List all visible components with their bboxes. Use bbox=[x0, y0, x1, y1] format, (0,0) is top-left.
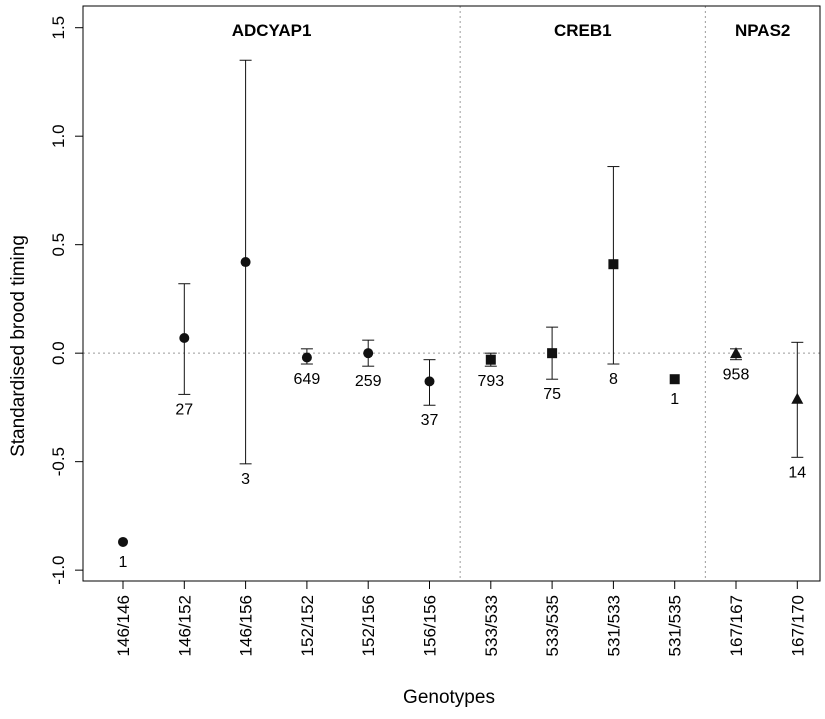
x-axis-tick-label: 156/156 bbox=[421, 595, 440, 656]
y-axis-title: Standardised brood timing bbox=[8, 235, 29, 457]
x-axis-title: Genotypes bbox=[403, 687, 495, 708]
sample-size-label: 793 bbox=[477, 373, 504, 390]
sample-size-label-layer: 1 27 3 649 259 37 793 75 8 1 958 14 bbox=[119, 367, 807, 571]
sample-size-label: 37 bbox=[421, 412, 439, 429]
axes-layer: -1.0 -0.5 0.0 0.5 1.0 1.5 146/146 146/152 146/15… bbox=[49, 5, 821, 656]
sample-size-label: 75 bbox=[543, 386, 561, 403]
error-bar-layer bbox=[178, 59, 804, 465]
point-layer bbox=[118, 257, 804, 547]
data-point-triangle bbox=[730, 347, 742, 359]
sample-size-label: 3 bbox=[241, 471, 250, 488]
sample-size-label: 259 bbox=[355, 373, 382, 390]
group-name-label: NPAS2 bbox=[735, 21, 790, 40]
x-axis-tick-label: 146/152 bbox=[175, 595, 194, 656]
data-point-circle bbox=[118, 536, 128, 547]
y-axis-tick-label: -1.0 bbox=[49, 556, 68, 585]
data-point-circle bbox=[424, 376, 435, 387]
data-point-circle bbox=[301, 352, 312, 363]
group-name-layer: ADCYAP1 CREB1 NPAS2 bbox=[232, 21, 791, 40]
data-point-square bbox=[608, 259, 619, 270]
group-name-label: CREB1 bbox=[554, 21, 612, 40]
y-axis-tick-label: 0.0 bbox=[49, 341, 68, 365]
sample-size-label: 1 bbox=[670, 391, 679, 408]
x-axis-tick-label: 152/156 bbox=[359, 595, 378, 656]
sample-size-label: 958 bbox=[723, 367, 750, 384]
x-axis-tick-label: 533/535 bbox=[543, 595, 562, 656]
x-axis-tick-label: 531/533 bbox=[604, 595, 623, 656]
sample-size-label: 27 bbox=[175, 401, 193, 418]
x-axis-tick-label: 167/170 bbox=[788, 595, 807, 656]
group-separator-layer bbox=[459, 6, 706, 581]
y-axis-tick-label: 0.5 bbox=[49, 233, 68, 257]
sample-size-label: 8 bbox=[609, 371, 618, 388]
data-point-circle bbox=[363, 348, 374, 359]
y-axis-tick-label: 1.0 bbox=[49, 124, 68, 148]
group-name-label: ADCYAP1 bbox=[232, 21, 312, 40]
x-axis-tick-label: 167/167 bbox=[727, 595, 746, 656]
x-axis-tick-label: 146/146 bbox=[114, 595, 133, 656]
y-axis-tick-label: 1.5 bbox=[49, 16, 68, 40]
sample-size-label: 1 bbox=[119, 554, 128, 571]
plot-frame bbox=[82, 5, 821, 582]
x-axis-tick-label: 531/535 bbox=[666, 595, 685, 656]
sample-size-label: 649 bbox=[294, 371, 321, 388]
data-point-circle bbox=[240, 257, 251, 268]
x-axis-tick-label: 533/533 bbox=[482, 595, 501, 656]
x-axis-tick-label: 152/152 bbox=[298, 595, 317, 656]
data-point-square bbox=[547, 348, 558, 359]
sample-size-label: 14 bbox=[788, 464, 806, 481]
data-point-square bbox=[485, 354, 496, 365]
x-axis-tick-label: 146/156 bbox=[237, 595, 256, 656]
data-point-triangle bbox=[791, 392, 804, 404]
data-point-circle bbox=[179, 332, 190, 343]
y-axis-tick-label: -0.5 bbox=[49, 447, 68, 476]
data-point-square bbox=[669, 374, 680, 385]
